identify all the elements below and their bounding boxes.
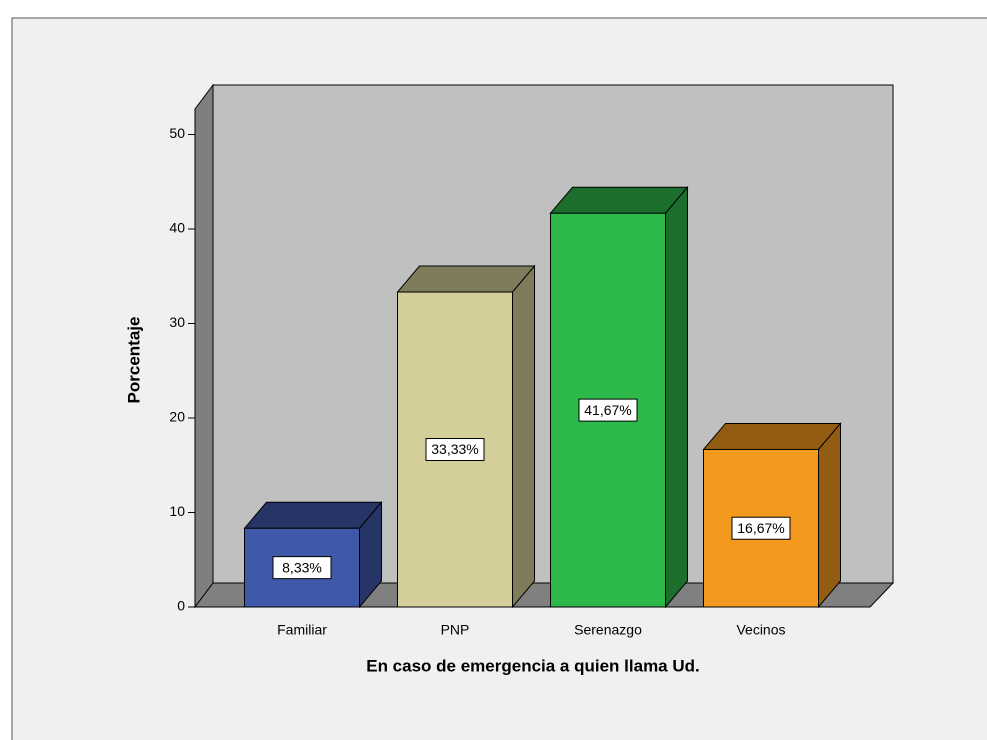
bar-side xyxy=(818,422,841,609)
y-tick-label: 30 xyxy=(169,314,185,330)
y-tick-label: 50 xyxy=(169,125,185,141)
x-tick-label: PNP xyxy=(441,622,470,638)
value-label: 33,33% xyxy=(431,441,478,457)
bar-side xyxy=(512,264,535,609)
value-label-box xyxy=(272,556,332,580)
bar-side xyxy=(665,185,688,609)
value-label-box xyxy=(731,516,791,540)
value-label: 8,33% xyxy=(282,559,322,575)
value-label-box xyxy=(425,438,485,462)
bar-top xyxy=(549,186,689,214)
value-label: 16,67% xyxy=(737,520,784,536)
value-label-box xyxy=(578,398,638,422)
y-axis-title: Porcentaje xyxy=(124,317,143,404)
x-tick-label: Vecinos xyxy=(736,622,785,638)
bar-top xyxy=(702,422,842,450)
y-tick-label: 40 xyxy=(169,220,185,236)
y-tick-label: 0 xyxy=(177,598,185,614)
side-wall xyxy=(194,83,214,609)
value-label: 41,67% xyxy=(584,402,631,418)
bar-top xyxy=(243,501,383,529)
x-axis-title: En caso de emergencia a quien llama Ud. xyxy=(366,656,700,675)
x-tick-label: Familiar xyxy=(277,622,327,638)
y-tick-label: 20 xyxy=(169,409,185,425)
y-tick-label: 10 xyxy=(169,503,185,519)
bar-top xyxy=(396,265,536,293)
x-tick-label: Serenazgo xyxy=(574,622,642,638)
